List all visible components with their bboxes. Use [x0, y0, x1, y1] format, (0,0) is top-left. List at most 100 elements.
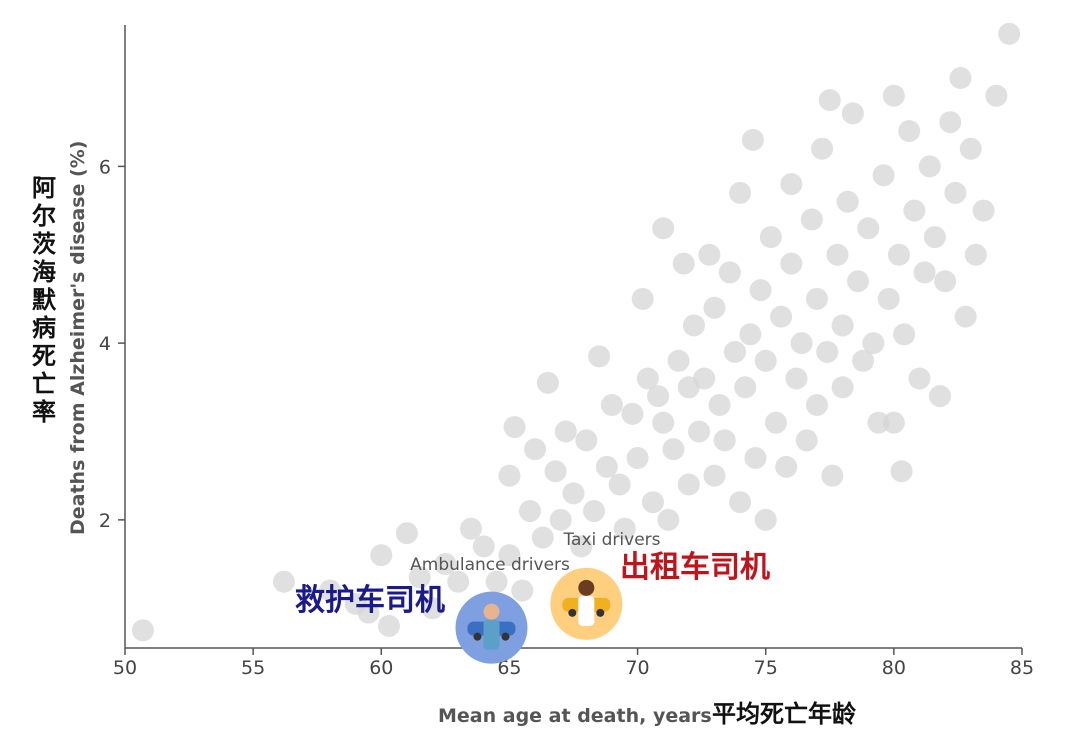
data-point: [131, 619, 154, 642]
data-point: [503, 416, 526, 439]
y-tick-label: 6: [99, 156, 111, 178]
data-point: [862, 332, 885, 355]
data-point: [836, 190, 859, 213]
y-axis-label-zh-char: 病: [32, 313, 56, 342]
data-point: [531, 526, 554, 549]
data-point: [877, 287, 900, 310]
x-tick-label: 75: [754, 657, 778, 679]
data-point: [272, 570, 295, 593]
x-tick-label: 70: [625, 657, 649, 679]
highlight-ambulance-drivers: Ambulance drivers 救护车司机: [295, 555, 570, 664]
data-point: [595, 455, 618, 478]
data-point: [826, 243, 849, 266]
data-point: [846, 270, 869, 293]
data-point: [647, 385, 670, 408]
data-point: [887, 243, 910, 266]
data-point: [357, 601, 380, 624]
data-point: [972, 199, 995, 222]
data-point: [764, 411, 787, 434]
data-point: [805, 287, 828, 310]
data-point: [421, 597, 444, 620]
data-point: [923, 226, 946, 249]
data-point: [511, 579, 534, 602]
data-point: [908, 367, 931, 390]
data-point: [498, 464, 521, 487]
data-point: [657, 508, 680, 531]
data-point: [775, 455, 798, 478]
data-point: [472, 535, 495, 558]
data-point: [729, 491, 752, 514]
data-point: [959, 137, 982, 160]
data-point: [816, 340, 839, 363]
data-point: [852, 349, 875, 372]
data-point: [631, 287, 654, 310]
data-point: [949, 67, 972, 90]
data-point: [918, 155, 941, 178]
data-point: [770, 305, 793, 328]
data-point: [652, 411, 675, 434]
data-point: [882, 411, 905, 434]
data-point: [536, 371, 559, 394]
data-points: [131, 22, 1021, 642]
data-point: [677, 473, 700, 496]
data-point: [583, 500, 606, 523]
data-point: [898, 120, 921, 143]
x-axis-label-zh: 平均死亡年龄: [712, 699, 857, 728]
data-point: [831, 314, 854, 337]
highlight-label-zh: 救护车司机: [295, 583, 445, 618]
data-point: [447, 570, 470, 593]
data-point: [549, 508, 572, 531]
data-point: [903, 199, 926, 222]
data-point: [408, 566, 431, 589]
y-axis-label: Deaths from Alzheimer's disease (%): [67, 141, 89, 535]
data-point: [882, 84, 905, 107]
data-point: [518, 500, 541, 523]
data-point: [713, 429, 736, 452]
data-point: [795, 429, 818, 452]
data-point: [459, 517, 482, 540]
data-point: [800, 208, 823, 231]
data-point: [780, 173, 803, 196]
data-point: [985, 84, 1008, 107]
data-point: [754, 349, 777, 372]
y-tick-label: 4: [99, 333, 111, 355]
data-point: [780, 252, 803, 275]
data-point: [785, 367, 808, 390]
data-point: [841, 102, 864, 125]
data-point: [626, 447, 649, 470]
data-point: [821, 464, 844, 487]
data-point: [831, 376, 854, 399]
data-point: [662, 438, 685, 461]
data-point: [867, 411, 890, 434]
data-point: [524, 438, 547, 461]
data-point: [682, 314, 705, 337]
data-point: [944, 181, 967, 204]
data-point: [485, 570, 508, 593]
data-point: [377, 614, 400, 637]
data-point: [890, 460, 913, 483]
data-point: [708, 393, 731, 416]
y-axis-label-zh-char: 默: [32, 285, 57, 314]
data-point: [893, 323, 916, 346]
data-point: [703, 296, 726, 319]
data-point: [954, 305, 977, 328]
data-point: [575, 429, 598, 452]
highlight-label: Ambulance drivers: [410, 555, 570, 575]
y-axis-label-zh-char: 亡: [32, 369, 56, 398]
data-point: [395, 522, 418, 545]
data-point: [498, 544, 521, 567]
data-point: [857, 217, 880, 240]
data-point: [544, 460, 567, 483]
y-axis-label-zh-char: 海: [32, 257, 56, 286]
data-point: [739, 323, 762, 346]
data-point: [698, 243, 721, 266]
ambulance-driver-icon: [467, 603, 516, 650]
y-axis-label-zh-char: 率: [32, 397, 56, 426]
data-point: [811, 137, 834, 160]
data-point: [554, 420, 577, 443]
data-point: [939, 111, 962, 134]
data-point: [928, 385, 951, 408]
data-point: [672, 252, 695, 275]
data-point: [872, 164, 895, 187]
